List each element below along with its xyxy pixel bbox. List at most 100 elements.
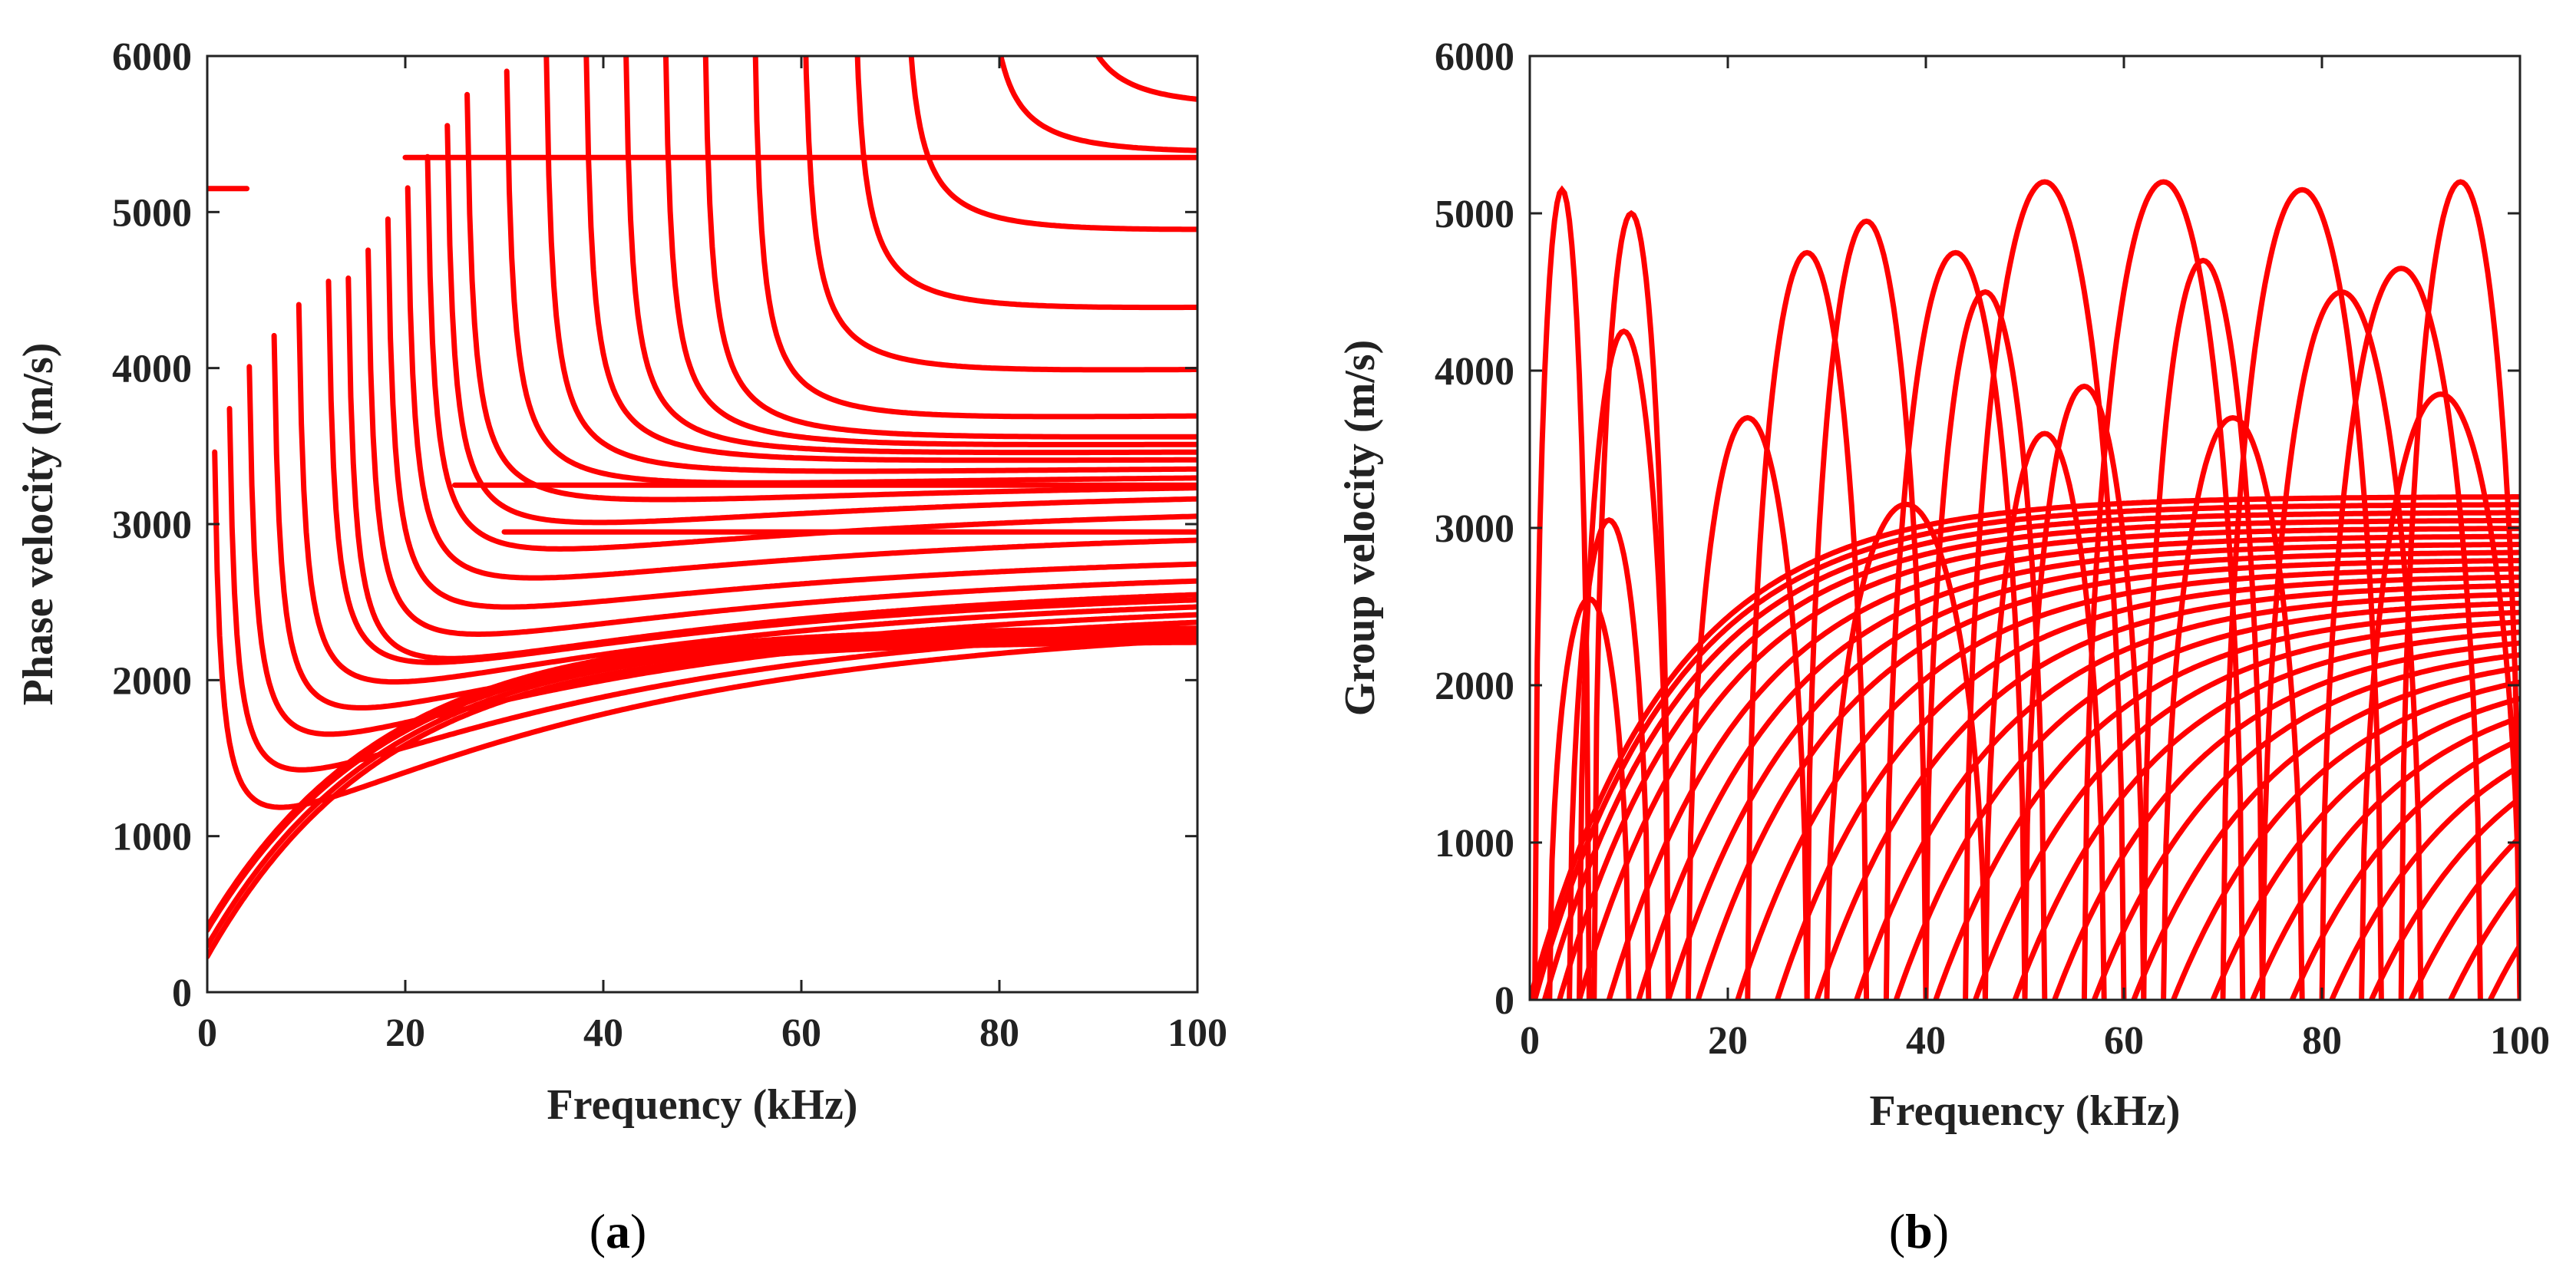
- panel-b-y-tick-label: 3000: [1435, 507, 1514, 551]
- panel-b-x-tick-label: 60: [2104, 1019, 2144, 1063]
- panel-b-series-mode-3: [1541, 510, 2520, 1000]
- panel-b-series-mode-5: [1577, 526, 2520, 1000]
- panel-b-series-mode-26: [2369, 795, 2520, 1000]
- panel-b-series-mode-21: [2171, 679, 2520, 1000]
- panel-a-x-tick-label: 40: [583, 1011, 623, 1055]
- panel-b-x-tick-label: 100: [2490, 1019, 2550, 1063]
- panel-a-x-tick-label: 60: [781, 1011, 821, 1055]
- panel-a-x-tick-label: 100: [1167, 1011, 1227, 1055]
- panel-a-series-mode-27: [854, 56, 1197, 311]
- panel-b-y-ticks: 0 1000 2000 3000 4000 5000 6000: [1435, 35, 2520, 1023]
- panel-a-series-mode-24: [702, 56, 1197, 440]
- panel-b-y-tick-label: 6000: [1435, 35, 1514, 79]
- panel-b-series-arc-20: [1824, 501, 1988, 1000]
- panel-b-series-arc-19: [2359, 391, 2520, 1000]
- panel-b-series-mode-18: [2052, 640, 2520, 1000]
- panel-a-label: (a): [590, 1204, 647, 1258]
- panel-a-y-tick-label: 3000: [112, 503, 192, 547]
- panel-b-series-arc-9: [1883, 249, 2028, 1000]
- panel-b-series-mode-14: [1893, 600, 2520, 1000]
- panel-b-y-tick-label: 4000: [1435, 350, 1514, 394]
- panel-a-series-mode-15: [405, 185, 1197, 581]
- panel-b-y-axis-title: Group velocity (m/s): [1336, 340, 1384, 716]
- panel-b-series-mode-28: [2448, 882, 2520, 1000]
- panel-a-series-mode-30: [1095, 56, 1197, 102]
- panel-b-series-arc-18: [2398, 179, 2520, 1000]
- panel-a-series-mode-1: [207, 639, 1197, 960]
- panel-a-series-mode-14: [385, 216, 1197, 610]
- panel-b-series-mode-12: [1814, 582, 2520, 1000]
- panel-a-series-mode-13: [365, 247, 1197, 637]
- panel-b-x-ticks: 0 20 40 60 80 100: [1520, 56, 2550, 1063]
- panel-a-data-curves: [207, 56, 1197, 960]
- panel-a-series-mode-25: [752, 56, 1197, 420]
- panel-a-y-axis-title: Phase velocity (m/s): [15, 343, 62, 706]
- panel-a-series-mode-21: [583, 56, 1197, 463]
- panel-a-x-tick-label: 20: [385, 1011, 425, 1055]
- panel-b-series-arc-22: [2161, 414, 2305, 1000]
- panel-b-series-mode-16: [1973, 619, 2520, 1000]
- panel-a-x-tick-label: 80: [979, 1011, 1019, 1055]
- panel-a-series-mode-26: [803, 56, 1197, 373]
- panel-b-series-arc-13: [2081, 179, 2246, 1000]
- panel-a-series-mode-6: [212, 449, 1197, 810]
- panel-b-series-arc-17: [2319, 266, 2483, 1000]
- panel-b-x-axis-title: Frequency (kHz): [1870, 1087, 2181, 1135]
- panel-a-series-mode-8: [246, 364, 1197, 737]
- panel-b-series-arc-21: [1982, 430, 2107, 1000]
- panel-b-series-arc-8: [1804, 218, 1929, 1000]
- panel-a-series-mode-29: [998, 56, 1197, 153]
- panel-a-y-tick-label: 6000: [112, 35, 192, 79]
- panel-b-series-arc-16: [2260, 289, 2424, 1000]
- panel-b-series-mode-1: [1530, 494, 2520, 1000]
- panel-b-series-mode-7: [1636, 542, 2520, 1000]
- panel-b-series-arc-12: [2022, 383, 2147, 1000]
- panel-b-series-arc-2: [1591, 209, 1672, 1000]
- panel-b-series-mode-27: [2408, 834, 2520, 1000]
- panel-a-y-tick-label: 1000: [112, 816, 192, 859]
- panel-a-series-mode-9: [271, 332, 1197, 711]
- panel-b-x-tick-label: 40: [1906, 1019, 1946, 1063]
- panel-a-y-tick-label: 2000: [112, 659, 192, 703]
- panel-b-x-tick-label: 80: [2302, 1019, 2342, 1063]
- panel-a-series-mode-20: [543, 56, 1197, 474]
- panel-b-y-tick-label: 1000: [1435, 822, 1514, 866]
- panel-a-x-ticks: 0 20 40 60 80 100: [197, 56, 1227, 1055]
- panel-b-label: (b): [1889, 1204, 1949, 1258]
- panel-b-series-arc-7: [1745, 249, 1870, 1000]
- panel-b-series-mode-9: [1695, 558, 2520, 1000]
- panel-b-y-tick-label: 0: [1494, 979, 1514, 1023]
- panel-b-series-arc-11: [1963, 179, 2127, 1000]
- panel-a-series-mode-18: [464, 91, 1197, 503]
- panel-b-series-arc-6: [1685, 414, 1810, 1000]
- panel-a-series-mode-7: [226, 406, 1197, 773]
- panel-b-x-tick-label: 0: [1520, 1019, 1540, 1063]
- panel-a-x-axis-title: Frequency (kHz): [547, 1081, 858, 1129]
- panel-a-series-mode-10: [296, 302, 1197, 685]
- panel-a-y-tick-label: 4000: [112, 348, 192, 391]
- panel-a-y-tick-label: 5000: [112, 191, 192, 235]
- panel-b-series-mode-4: [1557, 517, 2520, 1000]
- panel-b-series-arc-5: [1577, 328, 1672, 1000]
- panel-b-y-tick-label: 2000: [1435, 665, 1514, 708]
- panel-b-series-arc-1: [1532, 185, 1592, 1000]
- panel-a-x-tick-label: 0: [197, 1011, 217, 1055]
- panel-b-group-velocity-chart: 0 20 40 60 80 100 0 1000 2000 3000 4000 5000 6000 F…: [1336, 35, 2550, 1258]
- panel-b-series-arc-4: [1567, 517, 1652, 1000]
- panel-b-series-mode-11: [1775, 574, 2520, 1000]
- panel-a-series-mode-17: [444, 123, 1197, 526]
- panel-b-data-curves: [1530, 179, 2520, 1000]
- panel-a-series-mode-19: [504, 68, 1197, 486]
- panel-a-y-tick-label: 0: [172, 971, 192, 1015]
- panel-a-series-mode-28: [908, 56, 1197, 233]
- panel-b-y-tick-label: 5000: [1435, 193, 1514, 236]
- panel-a-y-ticks: 0 1000 2000 3000 4000 5000 6000: [112, 35, 1197, 1015]
- panel-a-phase-velocity-chart: 0 20 40 60 80 100 0 1000 2000 3000 4000 5000 6000 F…: [15, 35, 1227, 1258]
- panel-b-x-tick-label: 20: [1708, 1019, 1748, 1063]
- panel-b-series-mode-24: [2289, 737, 2520, 1000]
- panel-a-series-mode-22: [623, 56, 1197, 456]
- panel-a-series-mode-23: [662, 56, 1197, 447]
- panel-b-series-mode-29: [2487, 942, 2520, 1000]
- panel-a-series-mode-12: [345, 275, 1197, 661]
